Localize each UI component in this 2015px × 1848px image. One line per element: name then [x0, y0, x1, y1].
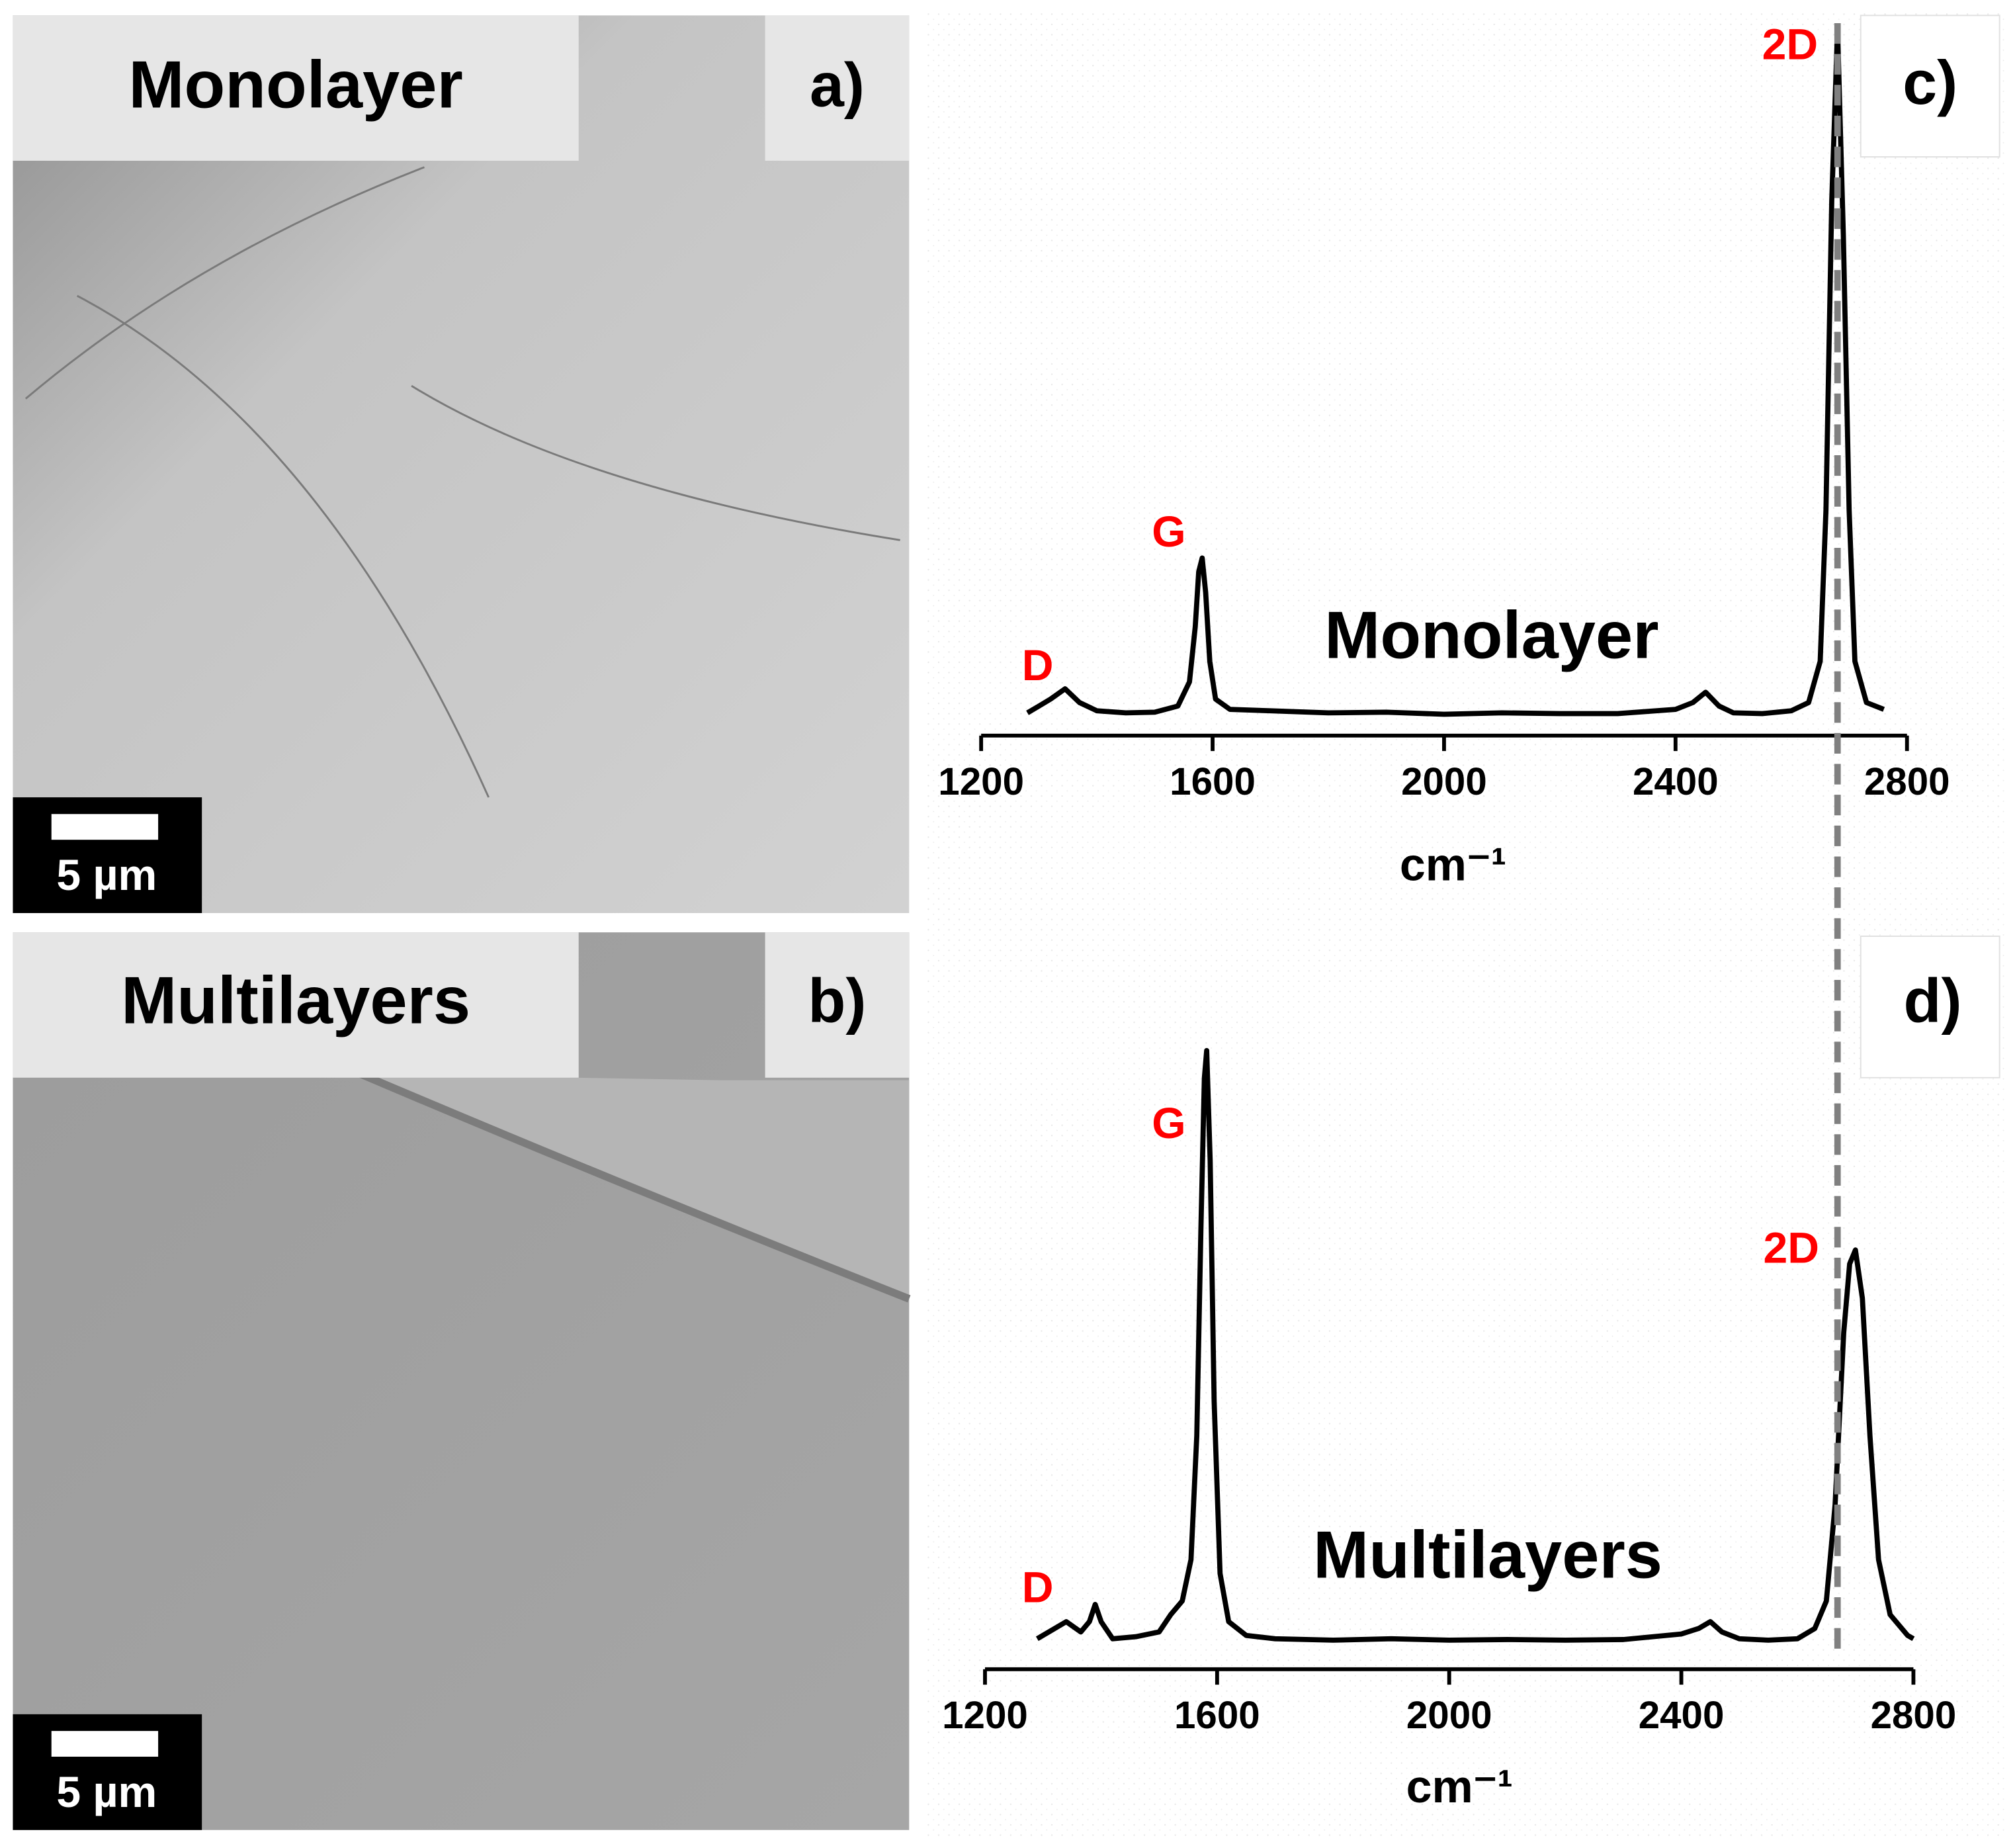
panel-label: c)	[1903, 48, 1957, 117]
scale-bar	[51, 814, 159, 840]
x-tick-label: 1200	[942, 1694, 1028, 1737]
plot-background	[925, 13, 2006, 1839]
label-box	[765, 15, 910, 161]
x-tick-label: 2800	[1864, 760, 1950, 803]
sem-texture	[24, 166, 900, 798]
x-tick-label: 2400	[1633, 760, 1719, 803]
label-box	[1860, 935, 2000, 1078]
x-tick-label: 1600	[1174, 1694, 1260, 1737]
annotation: Multilayers	[1313, 1518, 1662, 1592]
spectrum-line	[1026, 25, 1885, 717]
peak-label: 2D	[1762, 20, 1818, 69]
panel-title: Multilayers	[121, 964, 470, 1038]
x-tick-label: 1200	[938, 760, 1024, 803]
scale-bar	[51, 1731, 159, 1757]
peak-label: 2D	[1764, 1224, 1819, 1273]
title-box	[13, 932, 579, 1078]
spectrum-line	[1035, 1047, 1915, 1643]
panel-title: Monolayer	[128, 48, 462, 122]
x-axis-label: cm⁻¹	[1400, 838, 1506, 890]
peak-label: D	[1022, 641, 1054, 690]
sem-image	[13, 15, 910, 913]
x-axis-label: cm⁻¹	[1406, 1761, 1513, 1812]
peak-label: G	[1152, 1099, 1185, 1148]
sem-texture	[358, 1070, 911, 1303]
x-tick-label: 1600	[1170, 760, 1256, 803]
x-tick-label: 2000	[1406, 1694, 1492, 1737]
x-tick-label: 2000	[1401, 760, 1487, 803]
x-tick-label: 2400	[1639, 1694, 1725, 1737]
panel-label: a)	[810, 51, 865, 120]
label-box	[1860, 15, 2000, 158]
peak-label: D	[1022, 1563, 1054, 1612]
x-tick-label: 2800	[1871, 1694, 1957, 1737]
scale-label: 5 µm	[56, 1768, 157, 1817]
panel-label: d)	[1904, 967, 1962, 1035]
panel-label: b)	[808, 967, 866, 1035]
title-box	[13, 15, 579, 161]
scale-label: 5 µm	[56, 851, 157, 900]
annotation: Monolayer	[1324, 599, 1658, 673]
peak-label: G	[1152, 507, 1185, 556]
label-box	[765, 932, 910, 1078]
